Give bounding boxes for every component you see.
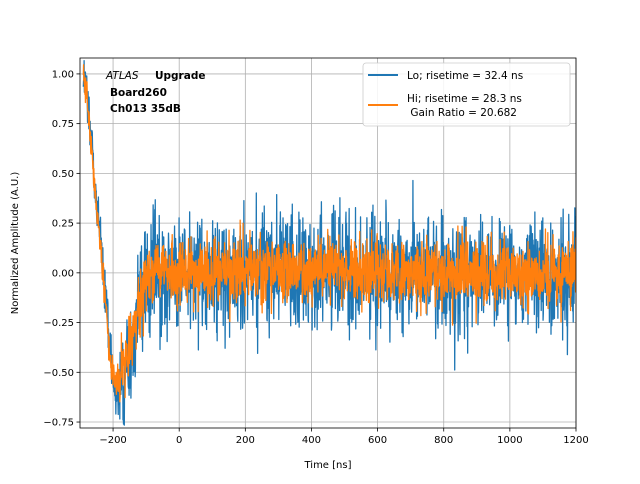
ticks: −200 0 200 400 600 800 1000 1200 −0.75 −0.50 −0.25… [43,69,588,446]
series-layer [82,60,576,426]
x-tick-label: 800 [434,435,453,446]
y-tick-label: 1.00 [52,69,74,80]
y-tick-label: 0.00 [52,268,74,279]
y-tick-label: 0.75 [52,119,74,130]
legend-label-hi: Hi; risetime = 28.3 ns Gain Ratio = 20.6… [407,93,522,119]
legend-box [362,62,571,127]
x-tick-label: 1000 [497,435,522,446]
x-tick-label: 1200 [563,435,588,446]
x-tick-label: 600 [368,435,387,446]
annotation-upgrade: Upgrade [155,70,205,82]
x-tick-label: 0 [176,435,182,446]
annotation: ATLAS Upgrade Board260 Ch013 35dB [105,70,205,115]
annotation-atlas: ATLAS [105,70,139,82]
y-axis-label: Normalized Amplitude (A.U.) [10,172,21,315]
plot-frame [79,57,577,429]
x-tick-label: −200 [99,435,126,446]
series-line-hi [82,64,576,403]
x-axis-label: Time [ns] [303,460,351,471]
y-tick-label: 0.50 [52,169,74,180]
legend-label-hi-line: Hi; risetime = 28.3 ns [407,93,522,105]
legend-label-hi-line: Gain Ratio = 20.682 [407,107,517,119]
x-tick-label: 400 [302,435,321,446]
y-tick-label: −0.25 [43,318,74,329]
annotation-channel: Ch013 35dB [110,103,181,115]
legend-label-lo: Lo; risetime = 32.4 ns [407,70,523,82]
x-tick-label: 200 [236,435,255,446]
legend: Lo; risetime = 32.4 ns Hi; risetime = 28… [362,62,571,127]
y-tick-label: −0.75 [43,418,74,429]
y-tick-label: 0.25 [52,219,74,230]
annotation-board: Board260 [110,87,167,99]
y-tick-label: −0.50 [43,368,74,379]
